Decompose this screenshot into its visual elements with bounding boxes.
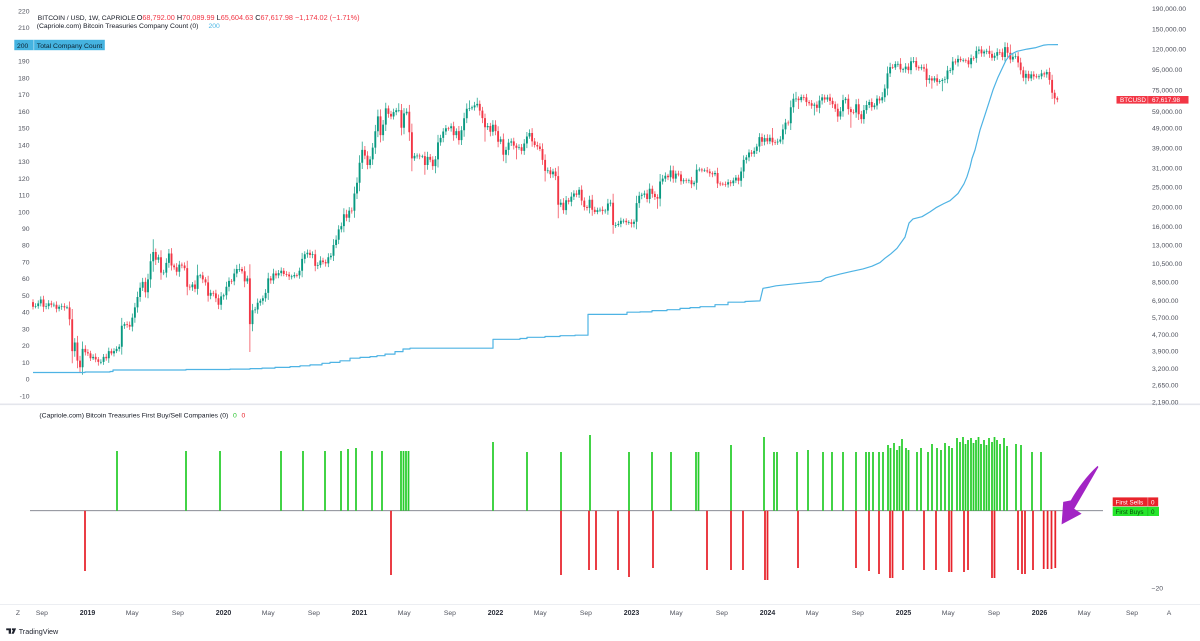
svg-text:3,200.00: 3,200.00: [1152, 366, 1179, 373]
svg-text:Sep: Sep: [580, 610, 592, 617]
svg-text:75,000.00: 75,000.00: [1152, 88, 1182, 95]
svg-text:May: May: [262, 610, 275, 617]
svg-text:May: May: [398, 610, 411, 617]
svg-text:200: 200: [209, 23, 221, 30]
svg-text:May: May: [534, 610, 547, 617]
svg-text:10,500.00: 10,500.00: [1152, 261, 1182, 268]
svg-text:Sep: Sep: [36, 610, 48, 617]
svg-text:200: 200: [17, 43, 29, 50]
svg-text:210: 210: [18, 25, 30, 32]
svg-text:40: 40: [22, 310, 30, 317]
svg-text:2026: 2026: [1032, 610, 1048, 617]
svg-text:95,000.00: 95,000.00: [1152, 67, 1182, 74]
svg-text:5,700.00: 5,700.00: [1152, 315, 1179, 322]
svg-text:220: 220: [18, 9, 30, 16]
svg-text:120,000.00: 120,000.00: [1152, 46, 1186, 53]
svg-text:−20: −20: [1152, 586, 1164, 593]
svg-text:2024: 2024: [760, 610, 776, 617]
svg-text:2023: 2023: [624, 610, 640, 617]
svg-text:50: 50: [22, 293, 30, 300]
svg-text:49,000.00: 49,000.00: [1152, 125, 1182, 132]
svg-text:190: 190: [18, 59, 30, 66]
svg-text:Sep: Sep: [308, 610, 320, 617]
svg-text:110: 110: [19, 193, 30, 200]
svg-text:0: 0: [1151, 509, 1155, 516]
svg-text:10: 10: [22, 360, 30, 367]
svg-text:2,190.00: 2,190.00: [1152, 399, 1179, 406]
svg-text:180: 180: [18, 75, 30, 82]
svg-text:O68,792.00 H70,089.99 L65,604.: O68,792.00 H70,089.99 L65,604.63 C67,617…: [137, 13, 360, 22]
svg-text:190,000.00: 190,000.00: [1152, 6, 1186, 13]
svg-text:A: A: [1167, 610, 1172, 617]
svg-text:0: 0: [1151, 499, 1155, 506]
svg-text:May: May: [670, 610, 683, 617]
svg-text:6,900.00: 6,900.00: [1152, 298, 1179, 305]
svg-text:2025: 2025: [896, 610, 912, 617]
svg-text:25,000.00: 25,000.00: [1152, 185, 1182, 192]
svg-text:Sep: Sep: [444, 610, 456, 617]
svg-text:0: 0: [242, 412, 246, 419]
svg-text:May: May: [806, 610, 819, 617]
svg-text:80: 80: [22, 243, 30, 250]
svg-text:60: 60: [22, 276, 30, 283]
svg-text:90: 90: [22, 226, 30, 233]
svg-text:100: 100: [18, 209, 30, 216]
svg-text:130: 130: [18, 159, 30, 166]
svg-text:3,900.00: 3,900.00: [1152, 348, 1179, 355]
svg-text:2,650.00: 2,650.00: [1152, 383, 1179, 390]
svg-text:2021: 2021: [352, 610, 368, 617]
svg-text:13,000.00: 13,000.00: [1152, 242, 1182, 249]
svg-text:May: May: [1078, 610, 1091, 617]
svg-text:31,000.00: 31,000.00: [1152, 166, 1182, 173]
svg-text:0: 0: [26, 377, 30, 384]
svg-text:30: 30: [22, 326, 30, 333]
svg-text:20: 20: [22, 343, 30, 350]
svg-text:120: 120: [18, 176, 30, 183]
svg-text:20,000.00: 20,000.00: [1152, 204, 1182, 211]
svg-text:0: 0: [233, 412, 237, 419]
svg-text:170: 170: [18, 92, 30, 99]
svg-text:59,000.00: 59,000.00: [1152, 109, 1182, 116]
svg-text:160: 160: [18, 109, 30, 116]
svg-text:TradingView: TradingView: [19, 627, 59, 636]
svg-text:70: 70: [22, 259, 30, 266]
svg-text:BITCOIN / USD, 1W, CAPRIOLE: BITCOIN / USD, 1W, CAPRIOLE: [38, 15, 136, 22]
svg-text:Sep: Sep: [988, 610, 1000, 617]
svg-text:Sep: Sep: [852, 610, 864, 617]
svg-text:150,000.00: 150,000.00: [1152, 27, 1186, 34]
svg-text:150: 150: [18, 126, 30, 133]
svg-text:Sep: Sep: [172, 610, 184, 617]
svg-text:Sep: Sep: [716, 610, 728, 617]
svg-text:May: May: [942, 610, 955, 617]
svg-text:2019: 2019: [80, 610, 96, 617]
svg-text:39,000.00: 39,000.00: [1152, 145, 1182, 152]
svg-text:May: May: [126, 610, 139, 617]
svg-text:2020: 2020: [216, 610, 232, 617]
svg-text:8,500.00: 8,500.00: [1152, 280, 1179, 287]
svg-text:First Buys: First Buys: [1116, 509, 1144, 516]
svg-text:Sep: Sep: [1126, 610, 1138, 617]
svg-text:(Capriole.com) Bitcoin Treasur: (Capriole.com) Bitcoin Treasuries First …: [39, 412, 228, 419]
svg-text:16,000.00: 16,000.00: [1152, 224, 1182, 231]
svg-text:-10: -10: [20, 393, 30, 400]
svg-text:BTCUSD: BTCUSD: [1120, 97, 1146, 104]
svg-text:First Sells: First Sells: [1116, 499, 1144, 506]
svg-text:(Capriole.com) Bitcoin Treasur: (Capriole.com) Bitcoin Treasuries Compan…: [37, 23, 199, 30]
svg-text:67,617.98: 67,617.98: [1152, 97, 1181, 104]
svg-text:4,700.00: 4,700.00: [1152, 332, 1179, 339]
svg-text:2022: 2022: [488, 610, 504, 617]
svg-text:Total Company Count: Total Company Count: [37, 43, 102, 50]
svg-text:140: 140: [18, 142, 30, 149]
svg-text:Z: Z: [16, 610, 20, 617]
